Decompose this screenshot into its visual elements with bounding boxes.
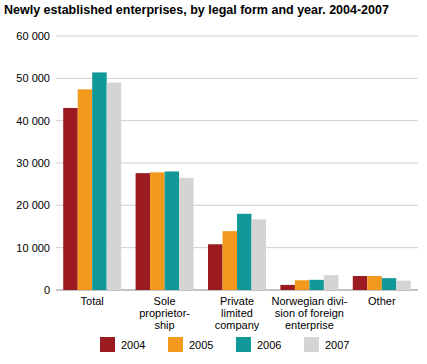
tick-label: 40 000 — [16, 115, 50, 127]
tick-label: 30 000 — [16, 157, 50, 169]
bar — [237, 214, 252, 290]
legend-swatch — [236, 337, 251, 352]
title: Newly established enterprises, by legal … — [4, 3, 389, 17]
category-label: Norwegian divi-sion of foreignenterprise — [271, 295, 347, 331]
bar — [150, 172, 165, 290]
bar — [295, 280, 310, 290]
bar — [396, 281, 411, 290]
legend-label: 2007 — [325, 339, 349, 351]
bar — [367, 276, 382, 290]
bar — [208, 244, 223, 290]
bar — [78, 89, 93, 290]
legend-label: 2006 — [257, 339, 281, 351]
bar — [92, 72, 107, 290]
bar — [63, 108, 77, 290]
bar — [252, 219, 267, 290]
category-label: Other — [368, 295, 396, 307]
legend-swatch — [304, 337, 319, 352]
category-label: Privatelimitedcompany — [215, 295, 260, 331]
bar — [353, 276, 368, 290]
legend-swatch — [168, 337, 183, 352]
bar — [136, 173, 151, 290]
tick-label: 20 000 — [16, 199, 50, 211]
bar — [309, 280, 324, 290]
category-label: Total — [81, 295, 104, 307]
tick-label: 10 000 — [16, 242, 50, 254]
legend-label: 2005 — [189, 339, 213, 351]
bar — [324, 275, 339, 290]
chart: Newly established enterprises, by legal … — [0, 0, 427, 364]
tick-label: 60 000 — [16, 30, 50, 42]
bar — [223, 231, 238, 290]
bar — [382, 278, 397, 290]
bar — [280, 285, 295, 290]
bar — [107, 83, 122, 290]
bars — [63, 72, 411, 290]
category-label: Soleproprietor-ship — [139, 295, 190, 331]
legend-label: 2004 — [121, 339, 145, 351]
tick-label: 50 000 — [16, 72, 50, 84]
grid-line — [56, 36, 418, 37]
legend-swatch — [100, 337, 115, 352]
bar — [179, 178, 194, 290]
tick-label: 0 — [44, 284, 50, 296]
grid-line — [56, 78, 418, 79]
bar — [165, 171, 180, 290]
